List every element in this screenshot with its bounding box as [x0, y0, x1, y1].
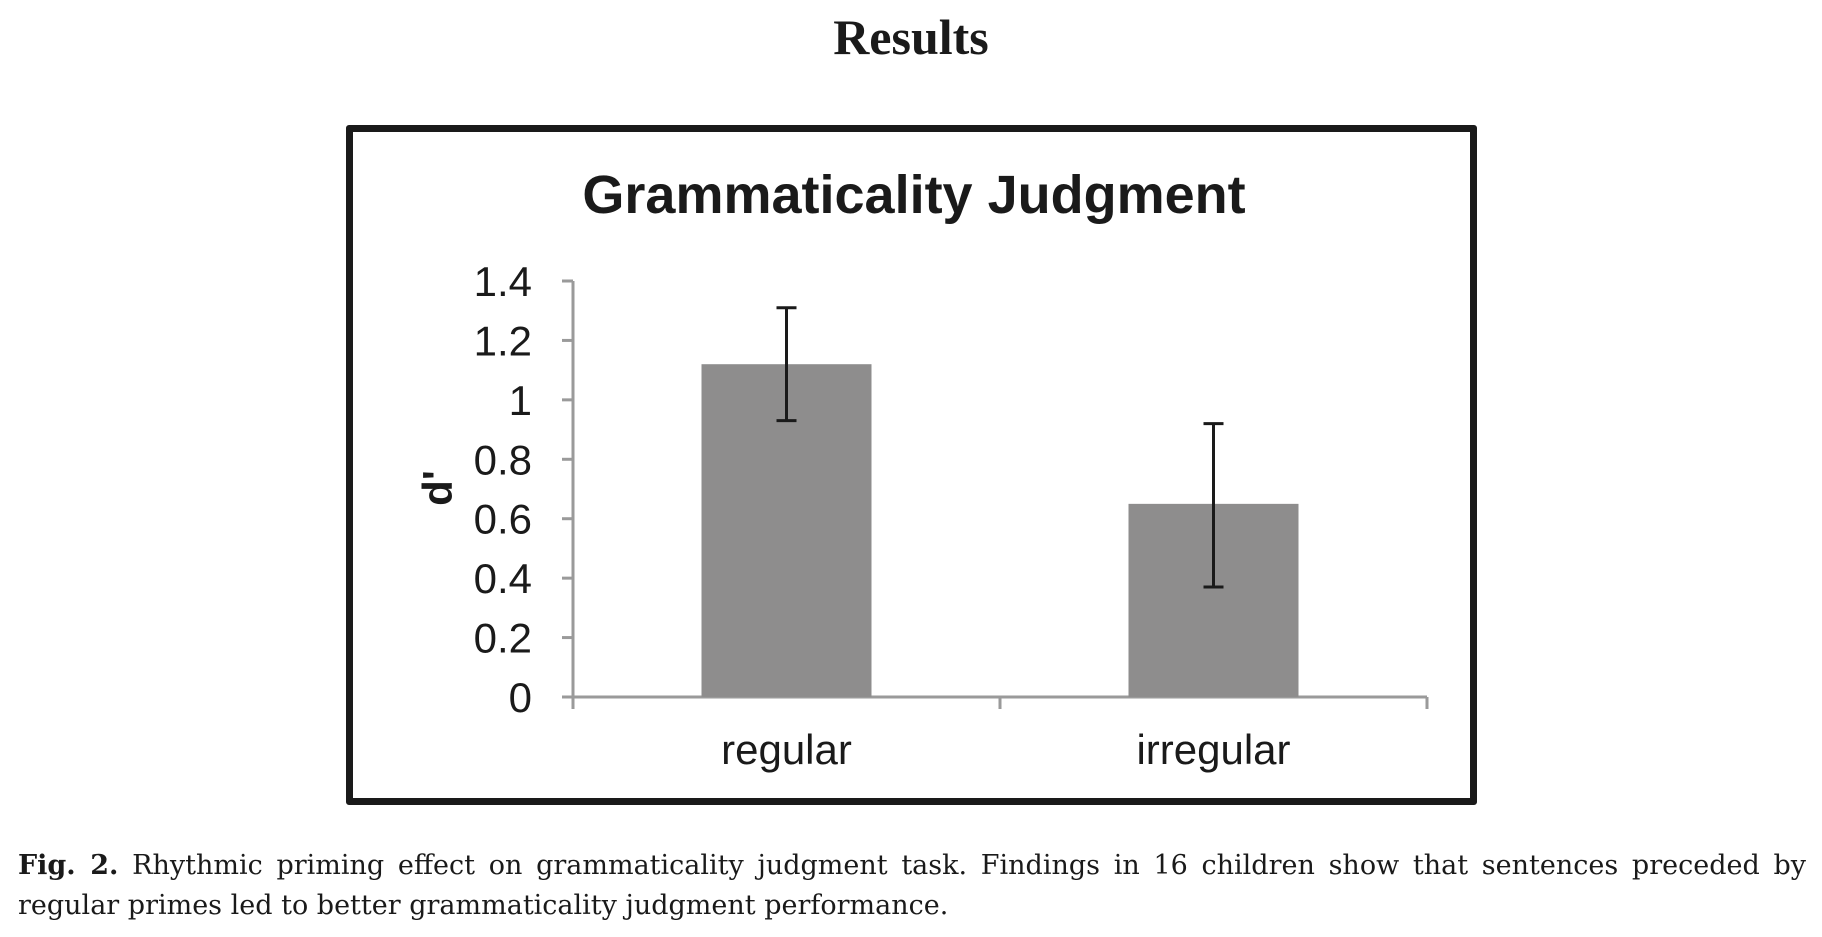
y-tick-label: 1.2 — [474, 317, 532, 364]
y-tick-label: 0 — [509, 674, 532, 721]
figure-frame — [346, 125, 1477, 805]
error-bars — [776, 306, 1224, 589]
x-tick-label: irregular — [1136, 726, 1290, 773]
y-tick-label: 1 — [509, 377, 532, 424]
figure-caption: Fig. 2. Rhythmic priming effect on gramm… — [18, 846, 1806, 926]
caption-text: Rhythmic priming effect on grammaticalit… — [18, 850, 1806, 921]
y-tick-label: 0.8 — [474, 436, 532, 483]
y-tick-label: 0.6 — [474, 496, 532, 543]
x-tick-label: regular — [721, 726, 852, 773]
chart: Grammaticality Judgment d' 0 0.2 0.4 0.6 0.8… — [414, 165, 1429, 773]
y-tick-label: 0.4 — [474, 555, 532, 602]
caption-label: Fig. 2. — [18, 850, 119, 881]
chart-title: Grammaticality Judgment — [582, 165, 1245, 225]
y-axis-label: d' — [414, 470, 461, 506]
error-bar-regular — [776, 306, 797, 423]
x-tick-labels: regular irregular — [721, 726, 1290, 773]
error-bar-irregular — [1203, 422, 1224, 589]
y-tick-labels: 0 0.2 0.4 0.6 0.8 1 1.2 1.4 — [474, 258, 532, 721]
y-tick-label: 1.4 — [474, 258, 532, 305]
page-heading: Results — [833, 9, 989, 65]
y-tick-label: 0.2 — [474, 615, 532, 662]
